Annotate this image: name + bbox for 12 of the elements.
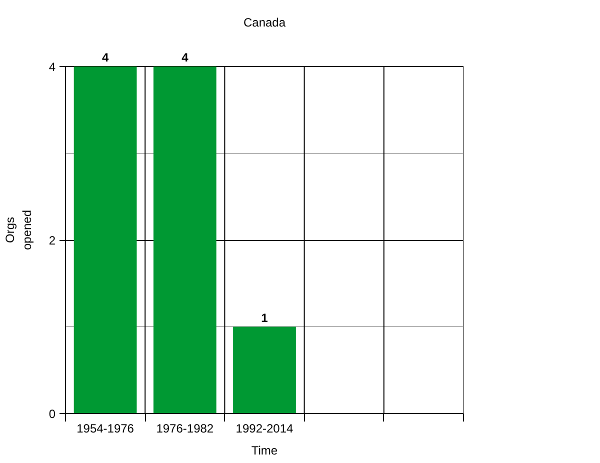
- x-tick-label: 1992-2014: [236, 422, 294, 436]
- y-tick-label: 0: [48, 407, 56, 421]
- x-tick-label: 1954-1976: [76, 422, 134, 436]
- y-tick-label: 2: [48, 234, 56, 248]
- data-label: 1: [261, 310, 268, 325]
- data-label: 4: [102, 50, 109, 64]
- x-axis-title: Time: [251, 444, 278, 458]
- chart-title: Canada: [243, 16, 286, 30]
- y-axis-title: Orgs opened: [3, 210, 34, 250]
- x-tick-label: 1976-1982: [156, 422, 214, 436]
- y-tick-label: 4: [48, 60, 56, 74]
- data-label: 4: [182, 50, 189, 64]
